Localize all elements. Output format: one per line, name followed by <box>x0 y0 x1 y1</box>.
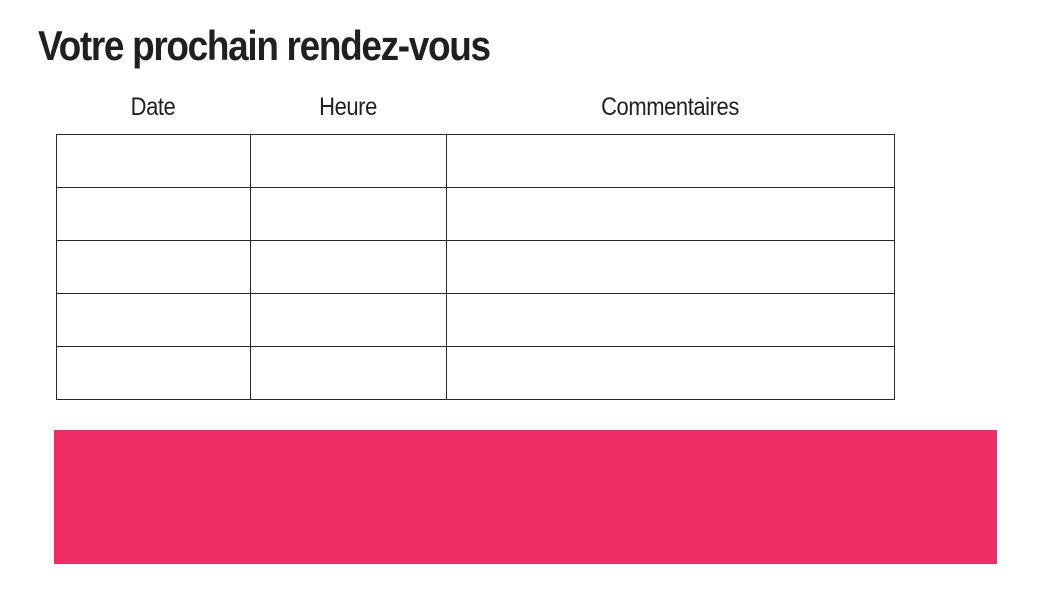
table-row <box>56 293 895 347</box>
table-cell <box>56 187 251 241</box>
table-row <box>56 346 895 400</box>
table-cell <box>446 293 895 347</box>
table-cell <box>446 134 895 188</box>
highlight-band <box>54 430 997 564</box>
table-cell <box>250 187 447 241</box>
column-header-heure: Heure <box>319 93 377 121</box>
table-cell <box>446 346 895 400</box>
appointments-table <box>56 134 895 400</box>
table-cell <box>56 240 251 294</box>
table-cell <box>250 346 447 400</box>
page-title: Votre prochain rendez-vous <box>38 22 491 69</box>
table-cell <box>56 293 251 347</box>
table-cell <box>250 293 447 347</box>
table-cell <box>56 134 251 188</box>
table-row <box>56 134 895 188</box>
table-cell <box>250 240 447 294</box>
table-column-headers: Date Heure Commentaires <box>56 93 894 122</box>
table-row <box>56 187 895 241</box>
table-cell <box>446 240 895 294</box>
column-header-date: Date <box>130 93 176 121</box>
table-row <box>56 240 895 294</box>
table-cell <box>56 346 251 400</box>
table-cell <box>446 187 895 241</box>
table-cell <box>250 134 447 188</box>
column-header-commentaires: Commentaires <box>601 93 739 121</box>
